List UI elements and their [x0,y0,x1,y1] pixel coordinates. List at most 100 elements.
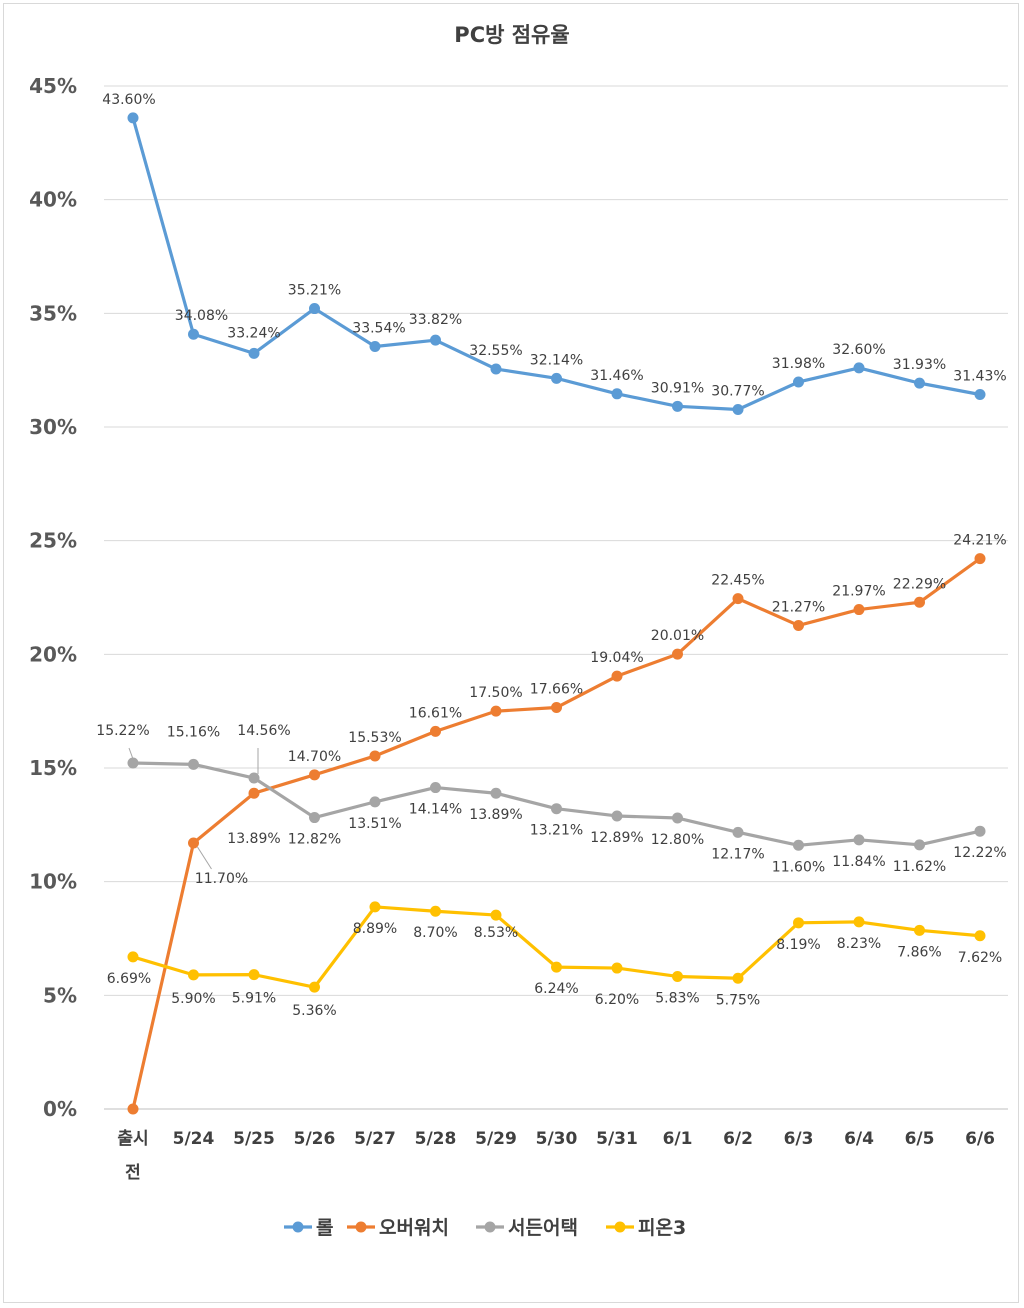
x-tick-label: 5/28 [415,1129,457,1149]
data-point [853,362,865,374]
x-tick-label: 6/3 [784,1129,814,1149]
data-point [551,372,562,384]
y-tick-label: 0% [43,1097,77,1121]
data-point [611,810,623,822]
data-point [188,758,199,770]
data-point [914,377,925,389]
data-point [853,916,865,928]
data-point [672,400,683,412]
data-point [551,702,562,714]
data-point [793,376,804,388]
data-point [430,782,441,794]
data-point [430,725,441,737]
data-label: 13.89% [227,831,280,847]
legend-label: 피온3 [638,1217,686,1239]
data-labels: 43.60% 34.08%33.24% 35.21% 33.54%33.82% 32.5… [96,92,1006,1019]
x-tick-label: 5/26 [294,1129,336,1149]
data-label: 11.62% [893,859,946,875]
data-label: 17.66% [530,682,583,698]
data-point [611,670,623,682]
data-label: 6.24% [534,981,578,997]
data-label: 16.61% [409,705,462,721]
x-tick-label: 5/25 [233,1129,275,1149]
data-point [248,347,260,359]
data-label: 12.89% [590,830,643,846]
chart-frame [3,3,1019,1303]
data-point [248,969,260,981]
data-point [914,924,925,936]
y-tick-label: 45% [29,74,77,98]
data-label: 14.56% [237,723,290,739]
data-label: 6.69% [107,971,151,987]
data-label: 5.90% [171,991,215,1007]
data-point [490,909,502,921]
x-tick-label: 5/29 [475,1129,517,1149]
data-point [490,705,502,717]
data-label: 24.21% [953,533,1006,549]
legend: 롤 오버워치 서든어택 피온3 [284,1217,686,1239]
y-tick-label: 20% [29,642,77,666]
y-tick-label: 5% [43,983,77,1007]
data-point [974,930,986,942]
data-point [369,750,381,762]
data-point [127,951,139,963]
data-label: 17.50% [469,685,522,701]
data-label: 8.53% [474,925,518,941]
data-label: 7.86% [897,944,941,960]
y-tick-label: 40% [29,188,77,212]
x-tick-label: 5/24 [173,1129,215,1149]
data-label: 13.89% [469,807,522,823]
data-point [309,303,320,315]
data-point [672,970,683,982]
data-label: 31.98% [772,356,825,372]
data-label: 30.77% [711,383,764,399]
data-point [914,596,925,608]
data-label: 13.51% [348,816,401,832]
data-label: 32.60% [832,342,885,358]
x-tick-label: 6/4 [844,1129,874,1149]
data-point [974,553,986,565]
data-point [127,757,139,769]
data-label: 22.29% [893,576,946,592]
data-point [732,593,744,605]
data-label: 14.14% [409,802,462,818]
data-point [188,837,199,849]
data-point [490,787,502,799]
legend-label: 서든어택 [508,1217,578,1239]
data-label: 5.75% [716,992,760,1008]
data-label: 8.89% [353,921,397,937]
x-tick-label: 5/31 [596,1129,638,1149]
data-label: 5.91% [232,991,276,1007]
data-label: 14.70% [288,749,341,765]
data-label: 31.93% [893,357,946,373]
grid [104,85,1008,1110]
data-label: 31.43% [953,368,1006,384]
y-tick-label: 35% [29,301,77,325]
data-point [974,388,986,400]
data-label: 20.01% [651,628,704,644]
data-label: 7.62% [958,950,1002,966]
x-tick-label: 출시 [117,1129,148,1149]
data-point [974,825,986,837]
data-label: 12.22% [953,845,1006,861]
data-label: 5.83% [655,990,699,1006]
data-label: 11.70% [195,871,248,887]
x-tick-label: 6/2 [723,1129,753,1149]
chart-title: PC방 점유율 [454,23,569,47]
data-label: 43.60% [102,92,155,108]
x-axis: 출시전 5/24 5/25 5/26 5/27 5/28 5/29 5/30 5/31 6/1 6/… [117,1129,995,1183]
data-point [248,772,260,784]
data-point [551,803,562,815]
data-label: 35.21% [288,283,341,299]
y-tick-label: 10% [29,870,77,894]
data-label: 31.46% [590,368,643,384]
data-point [127,112,139,124]
y-tick-label: 15% [29,756,77,780]
x-tick-label: 6/6 [965,1129,995,1149]
data-point [732,826,744,838]
legend-swatch-marker [614,1221,626,1233]
data-point [611,962,623,974]
y-tick-label: 30% [29,415,77,439]
data-point [188,969,199,981]
